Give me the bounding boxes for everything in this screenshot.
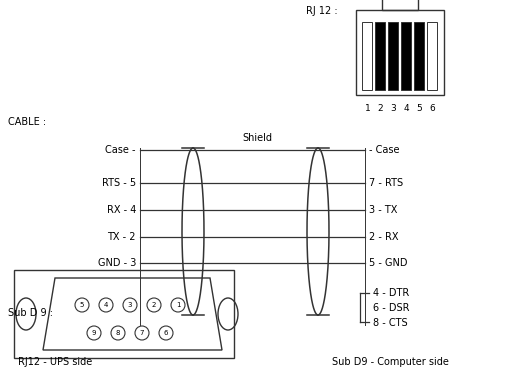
Text: 3: 3 [127, 302, 132, 308]
Text: 6: 6 [429, 104, 434, 113]
Text: 6: 6 [164, 330, 168, 336]
Text: 5: 5 [416, 104, 422, 113]
Text: Sub D9 - Computer side: Sub D9 - Computer side [331, 357, 448, 367]
Text: 7: 7 [139, 330, 144, 336]
Bar [356, 10, 443, 95]
Text: 1: 1 [175, 302, 180, 308]
Text: 4: 4 [104, 302, 108, 308]
Bar [414, 22, 424, 90]
Text: - Case: - Case [368, 145, 399, 155]
Bar [362, 22, 372, 90]
Text: RJ 12 :: RJ 12 : [306, 6, 337, 16]
Text: CABLE :: CABLE : [8, 117, 46, 127]
Text: 2: 2 [377, 104, 383, 113]
Text: 7 - RTS: 7 - RTS [368, 178, 402, 188]
Text: 8: 8 [116, 330, 120, 336]
Bar [375, 22, 385, 90]
Text: RX - 4: RX - 4 [107, 205, 136, 215]
Text: Case -: Case - [105, 145, 136, 155]
Text: 4: 4 [403, 104, 409, 113]
Text: 5 - GND: 5 - GND [368, 258, 407, 268]
Text: 1: 1 [364, 104, 370, 113]
Bar [400, 22, 411, 90]
Text: 4 - DTR: 4 - DTR [372, 288, 409, 298]
Text: Sub D 9 :: Sub D 9 : [8, 308, 53, 318]
Text: 3 - TX: 3 - TX [368, 205, 396, 215]
Text: TX - 2: TX - 2 [107, 232, 136, 242]
Text: 9: 9 [91, 330, 96, 336]
Text: 3: 3 [390, 104, 395, 113]
Bar [427, 22, 437, 90]
Text: RTS - 5: RTS - 5 [102, 178, 136, 188]
Text: 2: 2 [152, 302, 156, 308]
Text: GND - 3: GND - 3 [97, 258, 136, 268]
Text: 6 - DSR: 6 - DSR [372, 303, 409, 313]
Text: 8 - CTS: 8 - CTS [372, 318, 407, 328]
Bar [14, 270, 233, 358]
Bar [381, 0, 417, 10]
Text: RJ12 - UPS side: RJ12 - UPS side [18, 357, 92, 367]
Text: 2 - RX: 2 - RX [368, 232, 398, 242]
Text: 5: 5 [80, 302, 84, 308]
Bar [388, 22, 398, 90]
Text: Shield: Shield [241, 133, 272, 143]
